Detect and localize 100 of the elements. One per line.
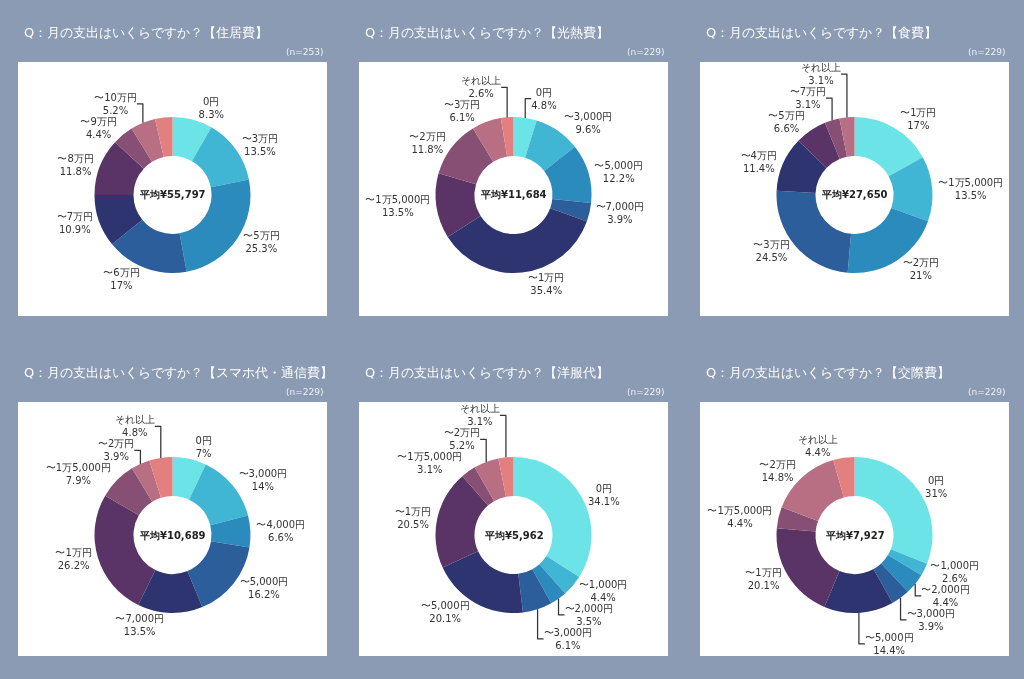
slice-label: それ以上 [797, 433, 838, 445]
slice-label: 〜7万円 [56, 210, 94, 222]
slice-label: それ以上 [459, 403, 500, 415]
text: (n=253) [286, 47, 324, 57]
data-label: 4.4% [85, 128, 112, 140]
slice-label: 〜1万円 [394, 506, 432, 518]
chart-title: Q：月の支出はいくらですか？【住居費】 [24, 25, 269, 40]
slice-label: 〜5,000円 [594, 160, 644, 172]
donut-slice [881, 555, 922, 592]
data-label: 6.6% [268, 532, 294, 544]
donut-slice [776, 507, 819, 532]
slice-label: 〜5万円 [243, 230, 280, 242]
slice-label: 〜2,000円 [921, 583, 970, 595]
chart-title: Q：月の支出はいくらですか？【洋服代】 [365, 365, 610, 380]
donut-slice [839, 117, 855, 157]
slice-label: 〜1万円 [745, 566, 782, 578]
chart-subtitle: (n=229) [627, 47, 665, 57]
donut-slice [210, 515, 251, 548]
data-label: 17% [907, 119, 930, 131]
data-label: 16.2% [248, 589, 280, 601]
slice-label: 〜5,000円 [239, 576, 289, 588]
slice-label: 〜7,000円 [595, 200, 645, 212]
slice-label: 〜2万円 [98, 438, 135, 450]
text: 平均¥5,962 [484, 530, 544, 541]
data-label: 24.5% [755, 252, 788, 264]
slice-label: 〜5万円 [768, 110, 805, 122]
data-label: 4.4% [590, 591, 616, 603]
data-label: 6.1% [449, 112, 475, 124]
slice-label: 〜1万円 [900, 106, 937, 118]
donut-slice [498, 457, 514, 497]
donut-slice [824, 118, 847, 159]
data-label: 3.1% [808, 75, 834, 87]
donut-slice [131, 460, 161, 502]
slice-label: 0円 [195, 435, 212, 447]
text: (n=229) [627, 387, 665, 397]
slice-label: それ以上 [114, 414, 155, 426]
slice-label: 〜2万円 [409, 131, 446, 143]
slice-label: 〜3万円 [241, 133, 279, 145]
slice-label: それ以上 [800, 62, 841, 74]
data-label: 3.1% [795, 99, 821, 111]
slice-label: 〜2,000円 [564, 602, 614, 614]
data-label: 17% [110, 279, 133, 291]
slice-label: 0円 [535, 86, 553, 98]
slice-label: 〜9万円 [80, 115, 117, 127]
chart-subtitle: (n=229) [968, 387, 1006, 397]
donut-slice [544, 146, 592, 203]
slice-label: 〜1,000円 [578, 578, 628, 590]
slice-label: 〜5,000円 [864, 631, 914, 643]
data-label: 4.4% [727, 517, 753, 529]
slice-label: 〜1万5,000円 [397, 451, 463, 463]
donut-slice [138, 570, 203, 613]
donut-slice [155, 117, 173, 157]
slice-label: 〜4,000円 [256, 519, 306, 531]
donut-slice [435, 173, 481, 237]
donut-slice [114, 128, 153, 169]
slice-label: 〜3万円 [443, 99, 481, 111]
data-label: 13.5% [244, 146, 276, 158]
donut-slice [824, 569, 893, 613]
data-label: 2.6% [942, 572, 968, 584]
donut-slice [539, 556, 580, 594]
data-label: 6.6% [773, 123, 800, 135]
donut-slice [472, 118, 508, 162]
donut-slice [474, 458, 506, 502]
text: 平均¥10,689 [139, 530, 206, 541]
slice-label: 〜3万円 [753, 239, 790, 251]
data-label: 5.2% [102, 104, 129, 116]
data-label: 2.6% [468, 88, 494, 100]
donut-slice [462, 467, 495, 506]
chart-title: Q：月の支出はいくらですか？【スマホ代・通信費】 [24, 365, 334, 380]
donut-slice [847, 208, 928, 273]
chart-subtitle: (n=229) [286, 387, 324, 397]
data-label: 9.6% [575, 123, 601, 135]
donut-slice [172, 457, 206, 500]
slice-label: 〜3,000円 [238, 468, 288, 480]
slice-label: それ以上 [461, 75, 502, 87]
donut-slice [873, 563, 908, 604]
text: 平均¥11,684 [480, 189, 547, 200]
data-label: 5.2% [449, 440, 475, 452]
data-label: 11.4% [742, 162, 775, 174]
slice-label: 0円 [927, 475, 945, 487]
donut-slice [798, 122, 840, 168]
text: 平均¥55,797 [139, 189, 206, 200]
slice-label: 〜7,000円 [115, 612, 165, 624]
data-label: 11.8% [59, 166, 92, 178]
data-label: 4.4% [805, 446, 831, 458]
data-label: 11.8% [411, 144, 444, 156]
donut-slice [525, 120, 575, 171]
slice-label: 〜2万円 [902, 257, 940, 269]
data-label: 3.5% [576, 615, 602, 627]
slice-label: 〜6万円 [103, 266, 140, 278]
slice-label: 〜1,000円 [930, 559, 980, 571]
donut-slice [500, 117, 514, 157]
data-label: 7.9% [65, 475, 92, 487]
data-label: 4.8% [531, 99, 557, 111]
slice-label: 〜1万円 [55, 546, 92, 558]
donut-slice [833, 457, 855, 498]
data-label: 20.1% [429, 613, 462, 625]
text: 平均¥7,927 [825, 530, 885, 541]
donut-slice [518, 569, 552, 613]
slice-label: 〜3,000円 [563, 110, 613, 122]
